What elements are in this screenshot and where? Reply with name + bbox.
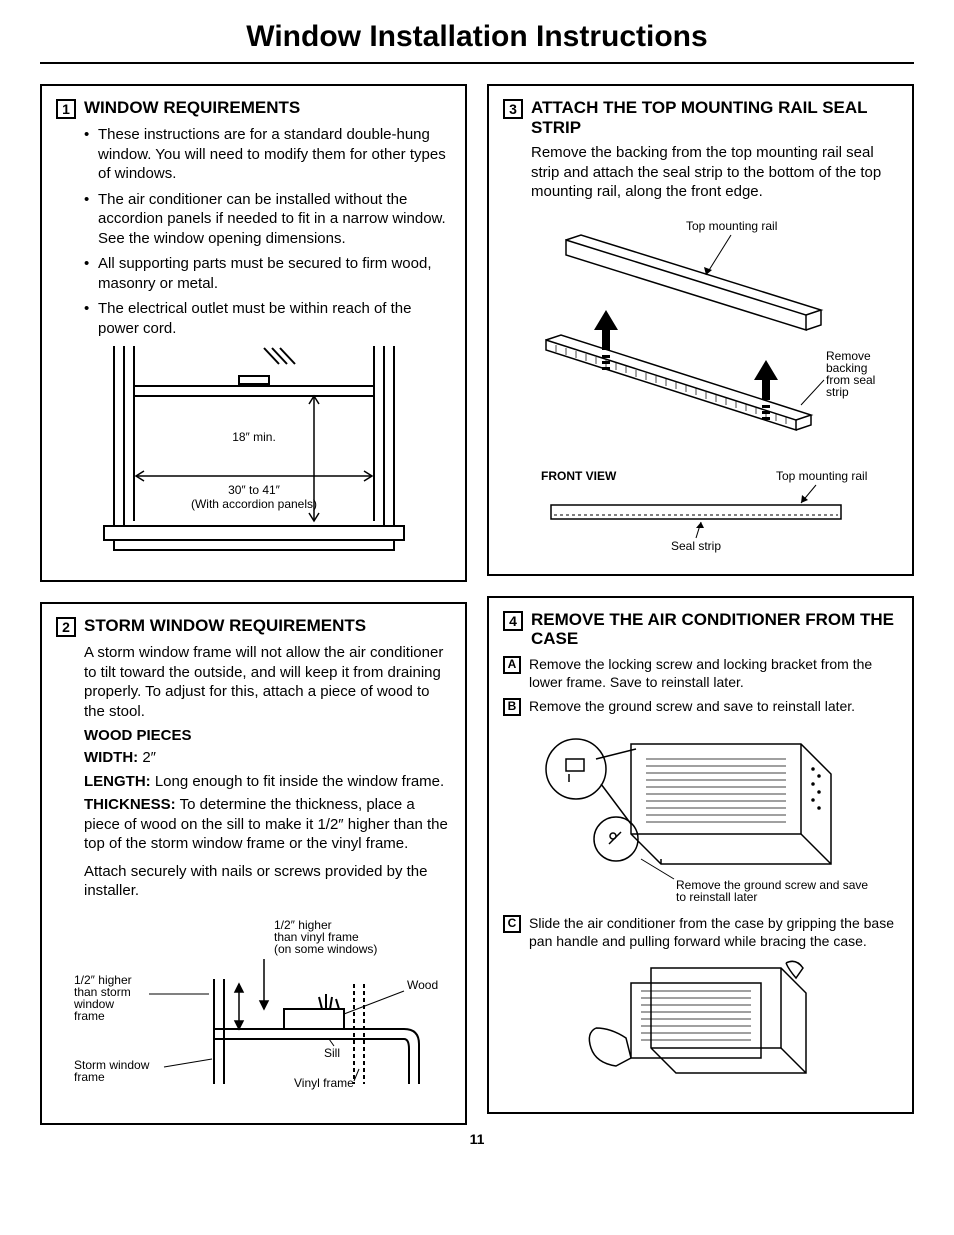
remove-ac-figure-2 [503, 958, 898, 1098]
storm-window-figure: 1/2″ higher than vinyl frame (on some wi… [56, 909, 451, 1109]
fig1-caption: Remove the ground screw and save to rein… [676, 878, 871, 904]
width-label: WIDTH: [84, 749, 138, 766]
step-number-3: 3 [503, 99, 523, 119]
page-title: Window Installation Instructions [40, 20, 914, 64]
fig-width-note: (With accordion panels) [190, 497, 316, 511]
section-storm-window: 2 STORM WINDOW REQUIREMENTS A storm wind… [40, 602, 467, 1125]
length-spec: LENGTH: Long enough to fit inside the wi… [84, 772, 451, 792]
substep-a-text: Remove the locking screw and locking bra… [529, 655, 898, 691]
remove-ac-figure-1: Remove the ground screw and save to rein… [503, 724, 898, 914]
fig-width-label: 30″ to 41″ [228, 483, 281, 497]
lbl-top-rail: Top mounting rail [686, 219, 777, 233]
bullet-item: The electrical outlet must be within rea… [84, 299, 451, 338]
attach-note: Attach securely with nails or screws pro… [84, 862, 451, 901]
bullet-item: These instructions are for a standard do… [84, 125, 451, 184]
section-1-bullets: These instructions are for a standard do… [84, 125, 451, 338]
lbl-vinyl-high: 1/2″ higher than vinyl frame (on some wi… [274, 918, 377, 956]
page-number: 11 [40, 1131, 914, 1147]
section-3-title-text: ATTACH THE TOP MOUNTING RAIL SEAL STRIP [531, 98, 898, 137]
lbl-sill: Sill [324, 1046, 340, 1060]
window-figure: 18″ min. 30″ to 41″ (With accordion pane… [56, 346, 451, 566]
width-spec: WIDTH: 2″ [84, 748, 451, 768]
lbl-seal-strip: Seal strip [671, 539, 721, 553]
lbl-front-view: FRONT VIEW [541, 469, 617, 483]
section-4-title-text: REMOVE THE AIR CONDITIONER FROM THE CASE [531, 610, 898, 649]
lbl-wood: Wood [407, 978, 438, 992]
lbl-storm-frame: Storm window frame [74, 1058, 153, 1084]
substep-c: C Slide the air conditioner from the cas… [503, 914, 898, 950]
lbl-vinyl-frame: Vinyl frame [294, 1076, 354, 1090]
columns-container: 1 WINDOW REQUIREMENTS These instructions… [40, 84, 914, 1125]
width-value: 2″ [138, 749, 156, 766]
bullet-item: All supporting parts must be secured to … [84, 254, 451, 293]
section-2-intro: A storm window frame will not allow the … [84, 643, 451, 721]
lbl-top-rail-2: Top mounting rail [776, 469, 867, 483]
letter-b: B [503, 698, 521, 716]
section-2-title-text: STORM WINDOW REQUIREMENTS [84, 616, 366, 636]
left-column: 1 WINDOW REQUIREMENTS These instructions… [40, 84, 467, 1125]
section-3-title: 3 ATTACH THE TOP MOUNTING RAIL SEAL STRI… [503, 98, 898, 137]
letter-c: C [503, 915, 521, 933]
step-number-2: 2 [56, 617, 76, 637]
section-remove-ac: 4 REMOVE THE AIR CONDITIONER FROM THE CA… [487, 596, 914, 1115]
step-number-1: 1 [56, 99, 76, 119]
step-number-4: 4 [503, 611, 523, 631]
length-label: LENGTH: [84, 773, 151, 790]
section-seal-strip: 3 ATTACH THE TOP MOUNTING RAIL SEAL STRI… [487, 84, 914, 576]
right-column: 3 ATTACH THE TOP MOUNTING RAIL SEAL STRI… [487, 84, 914, 1125]
seal-strip-figure: Top mounting rail Remove backing from se… [503, 210, 898, 560]
thickness-spec: THICKNESS: To determine the thickness, p… [84, 795, 451, 854]
substep-c-text: Slide the air conditioner from the case … [529, 914, 898, 950]
section-4-substeps: A Remove the locking screw and locking b… [503, 655, 898, 716]
length-value: Long enough to fit inside the window fra… [151, 773, 445, 790]
section-2-title: 2 STORM WINDOW REQUIREMENTS [56, 616, 451, 637]
fig-height-label: 18″ min. [232, 430, 276, 444]
wood-pieces-head: WOOD PIECES [84, 727, 451, 744]
section-4-title: 4 REMOVE THE AIR CONDITIONER FROM THE CA… [503, 610, 898, 649]
substep-b-text: Remove the ground screw and save to rein… [529, 697, 855, 716]
section-3-text: Remove the backing from the top mounting… [531, 143, 898, 202]
section-window-requirements: 1 WINDOW REQUIREMENTS These instructions… [40, 84, 467, 582]
bullet-item: The air conditioner can be installed wit… [84, 190, 451, 249]
letter-a: A [503, 656, 521, 674]
thickness-label: THICKNESS: [84, 796, 176, 813]
lbl-storm-high: 1/2″ higher than storm window frame [73, 973, 135, 1023]
substep-b: B Remove the ground screw and save to re… [503, 697, 898, 716]
section-1-title: 1 WINDOW REQUIREMENTS [56, 98, 451, 119]
lbl-remove-backing: Remove backing from seal strip [826, 349, 879, 399]
section-1-title-text: WINDOW REQUIREMENTS [84, 98, 300, 118]
section-4-substep-c: C Slide the air conditioner from the cas… [503, 914, 898, 950]
substep-a: A Remove the locking screw and locking b… [503, 655, 898, 691]
